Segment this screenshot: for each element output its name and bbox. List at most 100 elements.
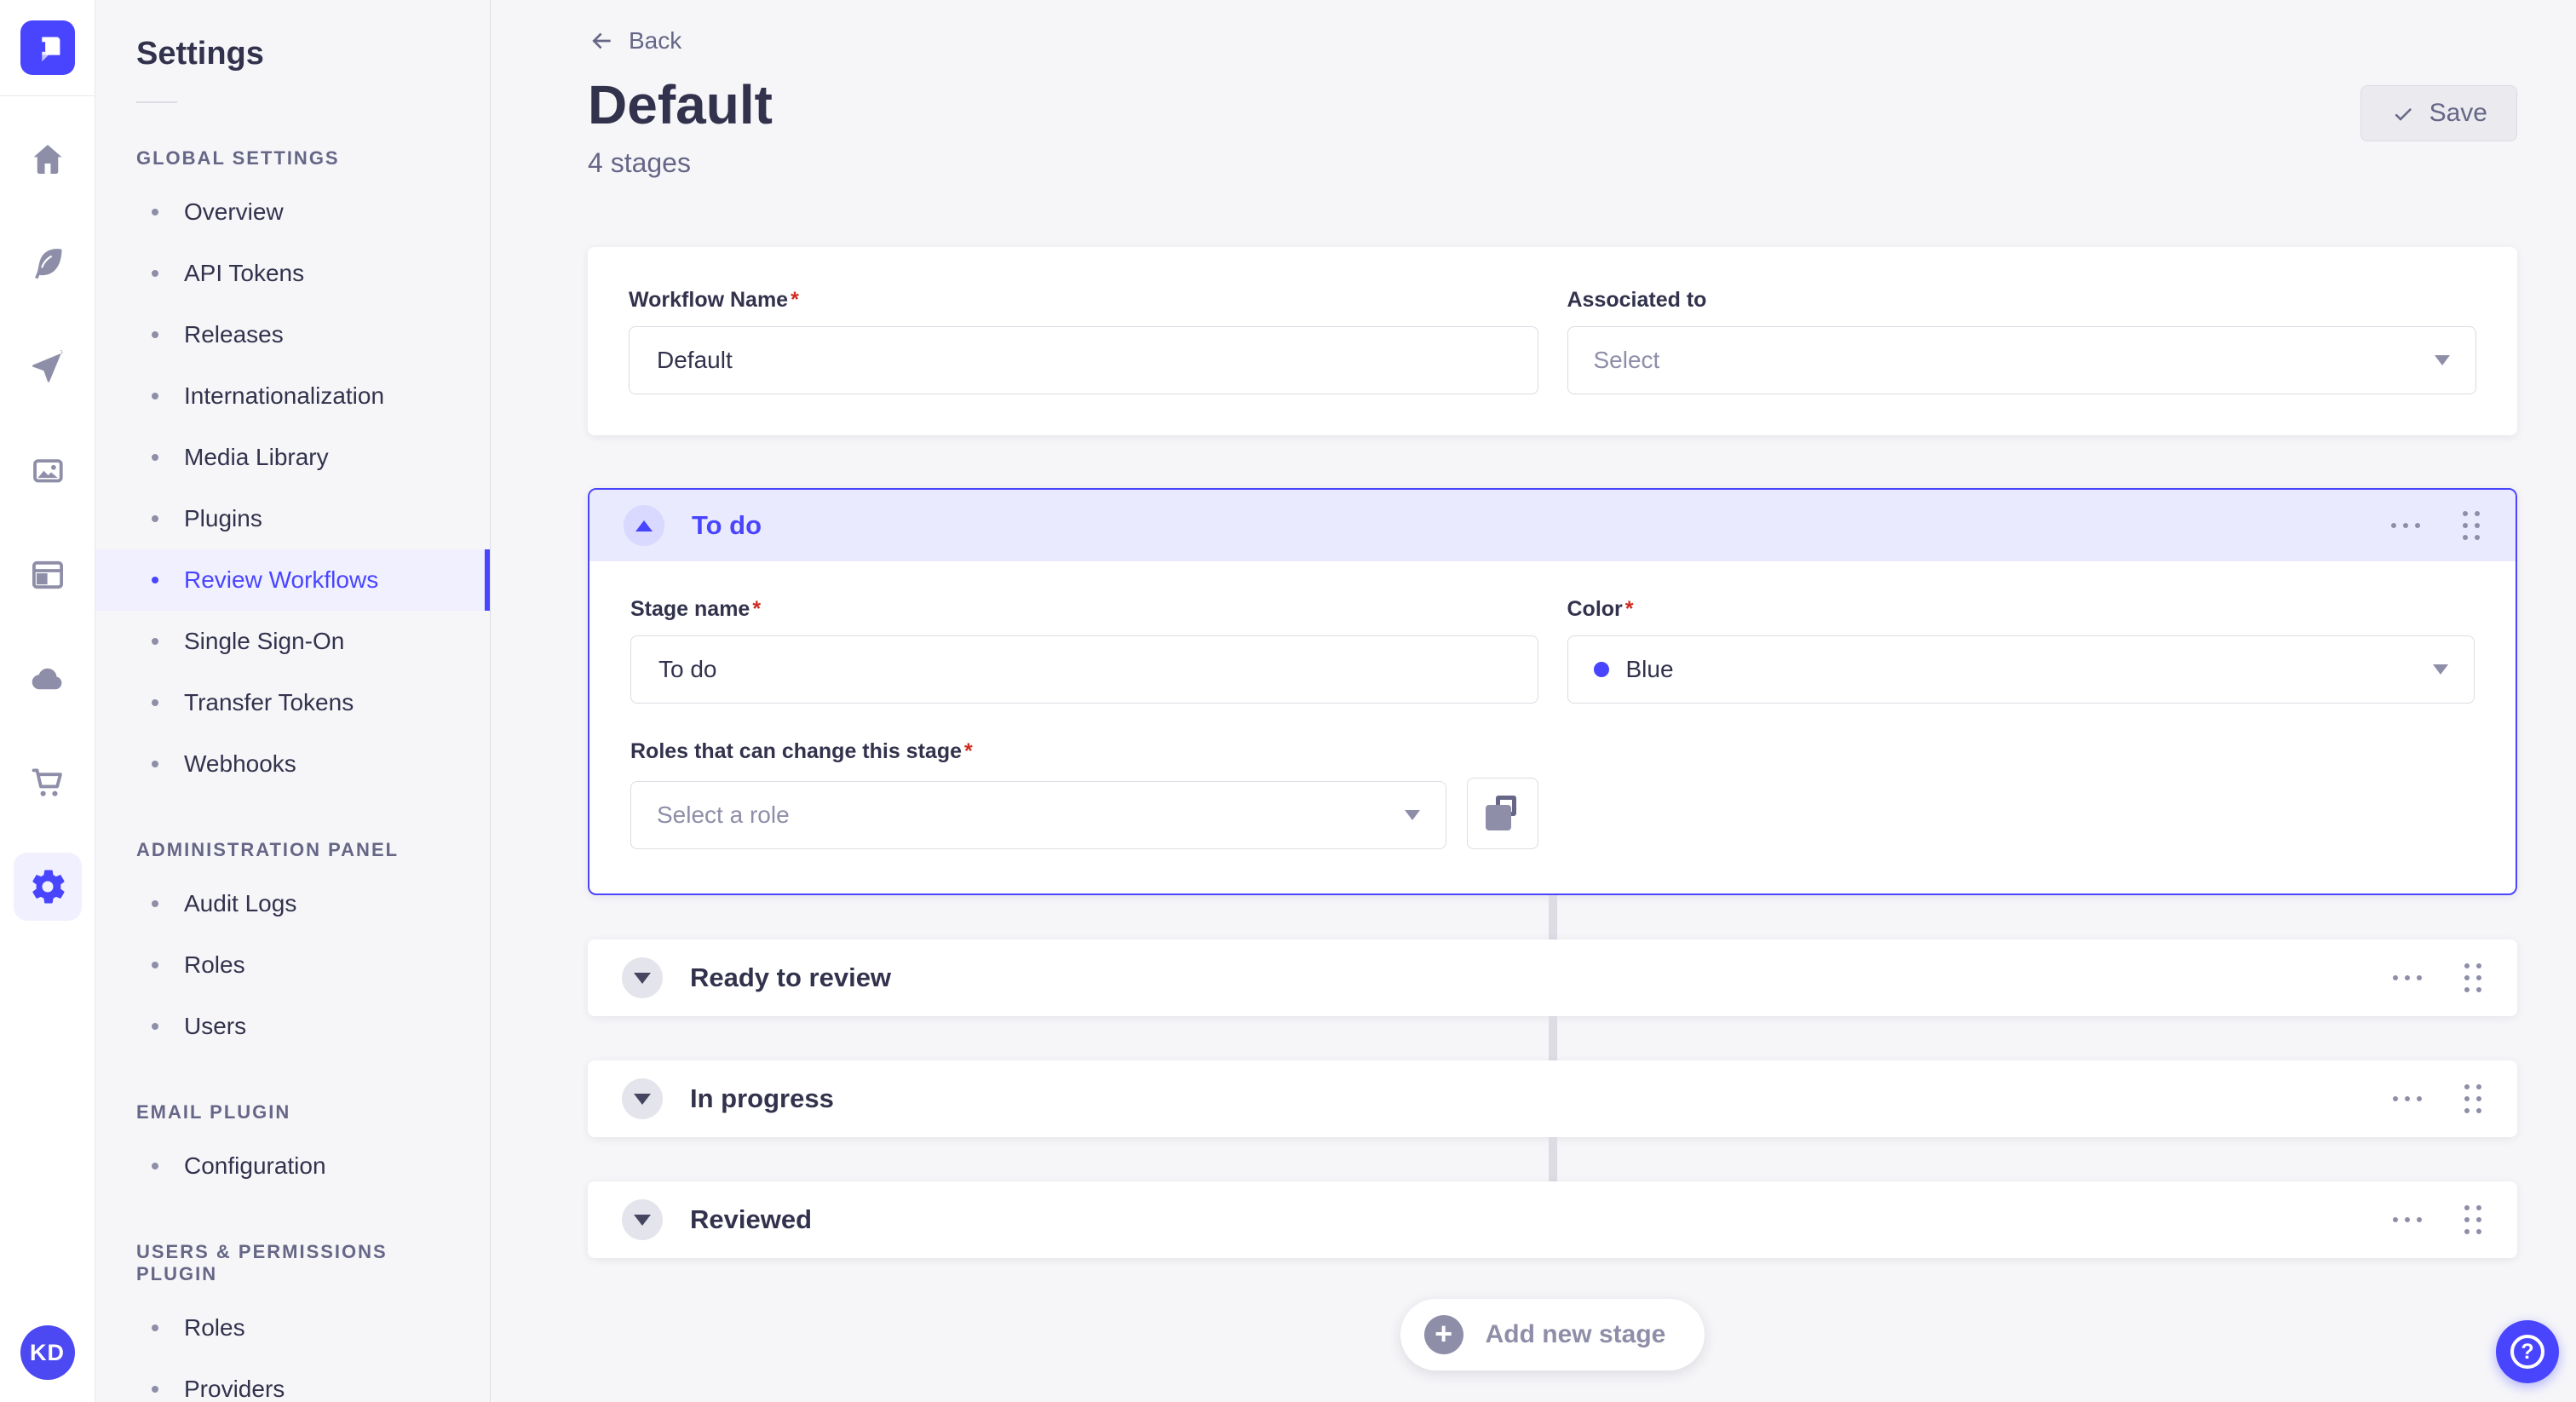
- sidebar-item-label: Users: [184, 1013, 247, 1039]
- sidebar-item-up-providers[interactable]: Providers: [95, 1359, 490, 1402]
- required-mark: *: [1624, 597, 1634, 622]
- sidebar-divider: [136, 101, 177, 103]
- stage-title: To do: [692, 510, 762, 541]
- sidebar-item-label: Webhooks: [184, 750, 296, 777]
- drag-handle-icon[interactable]: [2463, 1200, 2483, 1239]
- strapi-logo[interactable]: [20, 20, 75, 75]
- color-dot: [1593, 662, 1609, 678]
- sidebar-item-email-configuration[interactable]: Configuration: [95, 1135, 490, 1197]
- cart-icon[interactable]: [14, 749, 82, 817]
- stage-options-icon[interactable]: [2391, 1210, 2424, 1229]
- associated-to-select[interactable]: Select: [1567, 326, 2476, 395]
- section-global-settings: GLOBAL SETTINGS: [136, 147, 340, 169]
- cloud-icon[interactable]: [14, 645, 82, 713]
- sidebar-item-media-library[interactable]: Media Library: [95, 427, 490, 488]
- associated-to-label: Associated to: [1567, 288, 1707, 313]
- sidebar-item-plugins[interactable]: Plugins: [95, 488, 490, 549]
- stage-name-label: Stage name *: [630, 597, 762, 622]
- collapse-stage-button[interactable]: [624, 505, 664, 547]
- sidebar-item-admin-roles[interactable]: Roles: [95, 934, 490, 996]
- expand-stage-button[interactable]: [622, 1078, 663, 1120]
- bullet-icon: [152, 962, 158, 968]
- bullet-icon: [152, 699, 158, 706]
- sidebar-item-webhooks[interactable]: Webhooks: [95, 733, 490, 795]
- stage-panel-ready-to-review[interactable]: Ready to review: [588, 939, 2517, 1017]
- sidebar-item-label: Audit Logs: [184, 890, 297, 916]
- sidebar-item-up-roles[interactable]: Roles: [95, 1297, 490, 1359]
- expand-stage-button[interactable]: [622, 1199, 663, 1241]
- section-administration-panel: ADMINISTRATION PANEL: [136, 839, 400, 860]
- drag-handle-icon[interactable]: [2463, 958, 2483, 997]
- chevron-down-icon: [634, 972, 651, 984]
- expand-stage-button[interactable]: [622, 957, 663, 999]
- associated-to-value: Select: [1593, 347, 1660, 374]
- save-button[interactable]: Save: [2360, 85, 2517, 141]
- sidebar-item-admin-users[interactable]: Users: [95, 996, 490, 1057]
- back-link[interactable]: Back: [588, 22, 681, 60]
- bullet-icon: [152, 638, 158, 645]
- back-arrow-icon: [592, 32, 611, 49]
- duplicate-stage-button[interactable]: [1466, 778, 1538, 850]
- main-content: Back Default 4 stages Save Workflow Name…: [491, 0, 2576, 1402]
- sidebar-item-review-workflows[interactable]: Review Workflows: [95, 549, 490, 611]
- bullet-icon: [152, 393, 158, 399]
- stage-color-select[interactable]: Blue: [1567, 635, 2475, 704]
- sidebar-item-releases[interactable]: Releases: [95, 304, 490, 365]
- stage-roles-value: Select a role: [657, 802, 790, 829]
- bullet-icon: [152, 209, 158, 215]
- stage-options-icon[interactable]: [2391, 968, 2424, 987]
- stage-header-todo[interactable]: To do: [589, 490, 2516, 562]
- bullet-icon: [152, 270, 158, 277]
- rail-logo-area: [0, 0, 95, 96]
- sidebar-item-audit-logs[interactable]: Audit Logs: [95, 873, 490, 934]
- paper-plane-icon[interactable]: [14, 333, 82, 401]
- user-avatar[interactable]: KD: [20, 1325, 75, 1380]
- sidebar-item-transfer-tokens[interactable]: Transfer Tokens: [95, 672, 490, 733]
- add-new-stage-button[interactable]: + Add new stage: [1400, 1299, 1705, 1371]
- required-mark: *: [752, 597, 762, 622]
- sidebar-item-internationalization[interactable]: Internationalization: [95, 365, 490, 427]
- stage-panel-in-progress[interactable]: In progress: [588, 1060, 2517, 1138]
- stage-roles-label: Roles that can change this stage *: [630, 739, 973, 764]
- workflow-name-input[interactable]: [629, 326, 1538, 395]
- page-header-titles: Default 4 stages: [588, 74, 773, 179]
- stage-panel-reviewed[interactable]: Reviewed: [588, 1181, 2517, 1259]
- settings-gear-icon[interactable]: [13, 853, 82, 921]
- sidebar-item-label: Providers: [184, 1376, 285, 1402]
- stage-name-input[interactable]: [630, 635, 1538, 704]
- bullet-icon: [152, 577, 158, 583]
- sidebar-item-label: Plugins: [184, 505, 262, 531]
- help-button[interactable]: ?: [2496, 1320, 2559, 1383]
- page-header: Default 4 stages Save: [588, 74, 2517, 179]
- add-stage-area: + Add new stage: [588, 1299, 2517, 1371]
- page-title: Default: [588, 74, 773, 135]
- sidebar-item-label: API Tokens: [184, 260, 305, 286]
- home-icon[interactable]: [14, 125, 82, 193]
- required-mark: *: [964, 739, 973, 764]
- media-library-icon[interactable]: [14, 437, 82, 505]
- stage-roles-select[interactable]: Select a role: [630, 781, 1446, 850]
- stage-panel-todo: To do Stage name* Color*: [588, 488, 2517, 896]
- sidebar-item-single-sign-on[interactable]: Single Sign-On: [95, 611, 490, 672]
- chevron-up-icon: [635, 520, 653, 531]
- stage-options-icon[interactable]: [2389, 516, 2422, 535]
- workflow-name-label: Workflow Name *: [629, 288, 799, 313]
- bullet-icon: [152, 1163, 158, 1169]
- stage-header-actions: [2391, 1079, 2483, 1118]
- feather-icon[interactable]: [14, 229, 82, 297]
- drag-handle-icon[interactable]: [2463, 1079, 2483, 1118]
- bullet-icon: [152, 1324, 158, 1331]
- sidebar-item-label: Overview: [184, 198, 284, 225]
- layout-icon[interactable]: [14, 541, 82, 609]
- stage-color-value: Blue: [1625, 656, 1674, 683]
- sidebar-item-api-tokens[interactable]: API Tokens: [95, 243, 490, 304]
- help-icon: ?: [2510, 1335, 2544, 1369]
- sidebar-item-label: Roles: [184, 1314, 245, 1341]
- stage-options-icon[interactable]: [2391, 1089, 2424, 1108]
- drag-handle-icon[interactable]: [2461, 506, 2481, 545]
- page-subtitle: 4 stages: [588, 147, 691, 179]
- section-email-plugin: EMAIL PLUGIN: [136, 1101, 291, 1123]
- sidebar-item-overview[interactable]: Overview: [95, 181, 490, 243]
- strapi-logo-icon: [41, 37, 60, 62]
- back-label: Back: [629, 27, 682, 54]
